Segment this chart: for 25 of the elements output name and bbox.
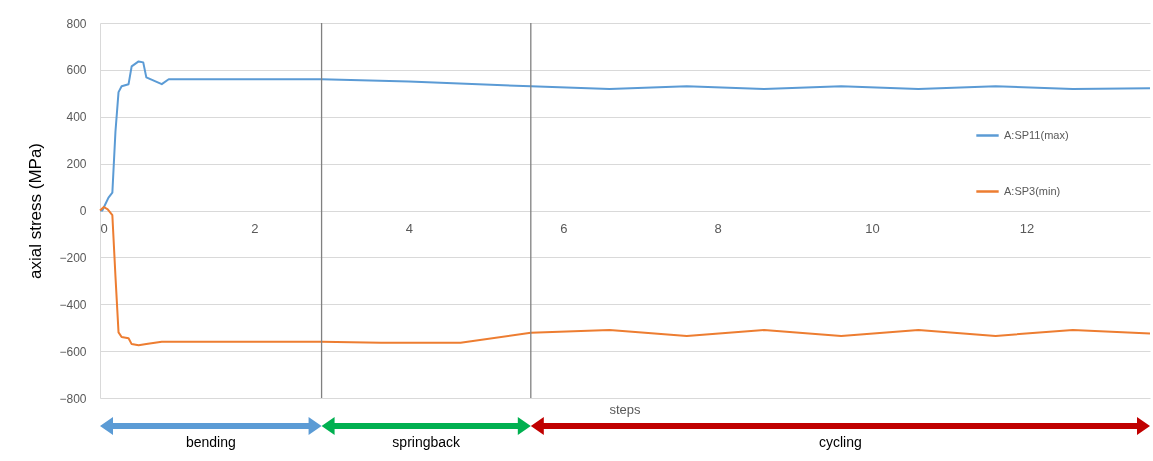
text: springback xyxy=(392,434,462,450)
legend-label: A:SP11(max) xyxy=(1004,128,1069,141)
x-tick-label: 0 xyxy=(100,221,108,236)
y-axis-title: axial stress (MPa) xyxy=(26,142,46,280)
x-tick-label: 12 xyxy=(1019,221,1035,236)
x-tick-label: 4 xyxy=(405,221,413,236)
text: bending xyxy=(185,434,236,450)
y-tick-label: −800 xyxy=(59,391,87,406)
y-tick-label: −400 xyxy=(59,297,87,312)
x-tick-label: 10 xyxy=(865,221,880,236)
line-series xyxy=(99,60,1151,212)
y-tick-label: −200 xyxy=(59,250,87,265)
y-tick-label: 600 xyxy=(66,63,87,78)
y-tick-label: −600 xyxy=(59,344,87,359)
x-tick-label: 6 xyxy=(560,221,568,236)
legend-label: A:SP3(min) xyxy=(1004,184,1061,197)
text: cycling xyxy=(819,434,862,450)
y-tick-label: 0 xyxy=(79,204,87,218)
y-tick-label: 800 xyxy=(66,16,87,31)
line-series xyxy=(99,205,1151,347)
y-tick-label: 400 xyxy=(66,110,87,125)
y-tick-label: 200 xyxy=(66,157,87,172)
x-tick-label: 2 xyxy=(251,221,259,236)
x-axis-title: steps xyxy=(609,402,642,417)
x-tick-label: 8 xyxy=(714,221,722,236)
